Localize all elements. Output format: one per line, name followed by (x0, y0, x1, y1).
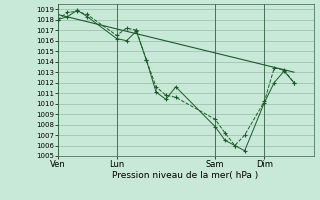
X-axis label: Pression niveau de la mer( hPa ): Pression niveau de la mer( hPa ) (112, 171, 259, 180)
